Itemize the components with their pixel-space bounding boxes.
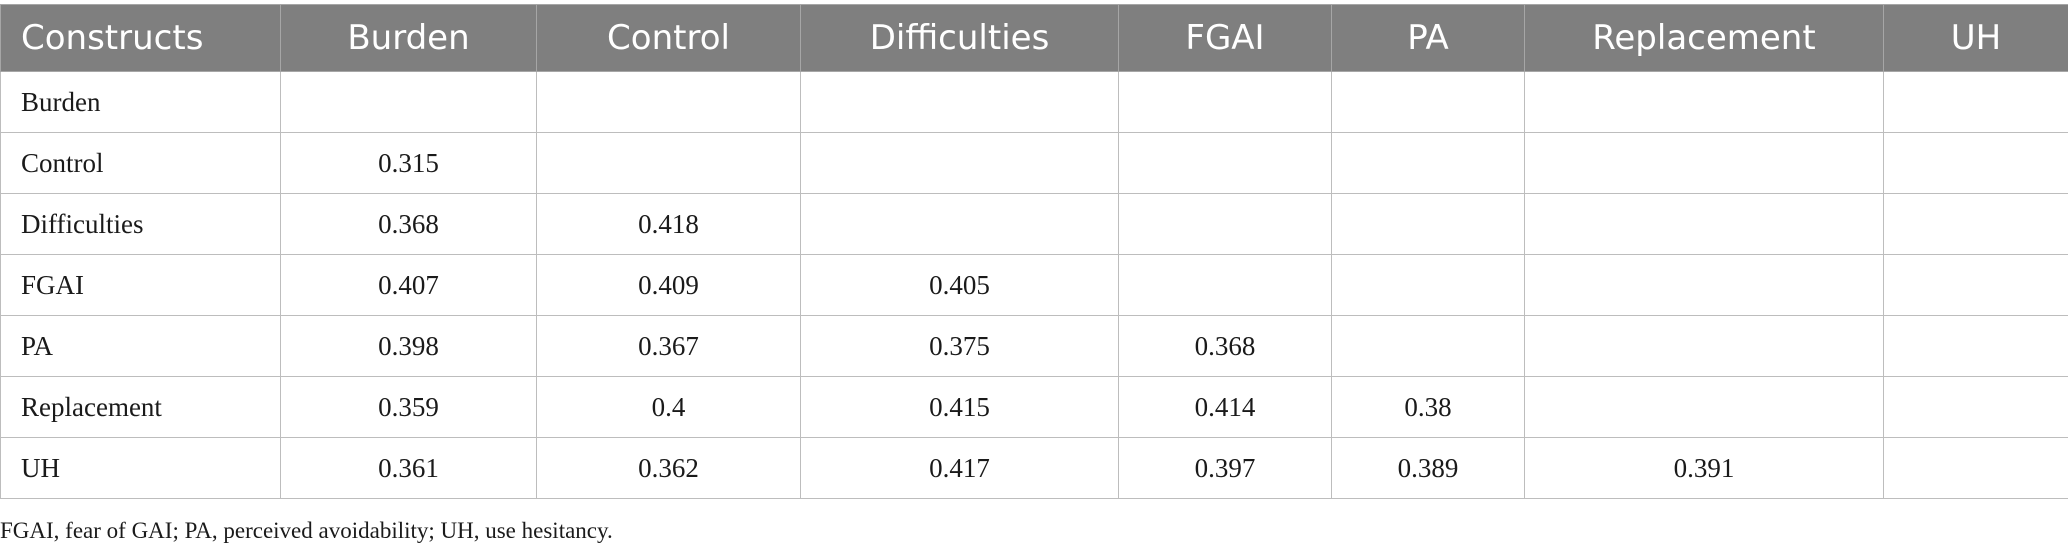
table-row: Replacement 0.359 0.4 0.415 0.414 0.38 [0,376,2068,438]
value-cell: 0.368 [280,193,537,255]
value-cell: 0.415 [800,376,1119,438]
value-cell: 0.375 [800,315,1119,377]
header-cell-control: Control [536,4,801,72]
value-cell [1331,254,1525,316]
value-cell: 0.418 [536,193,801,255]
value-cell [800,71,1119,133]
value-cell: 0.367 [536,315,801,377]
table-row: Control 0.315 [0,132,2068,194]
row-label-cell: UH [0,437,281,499]
value-cell [1883,254,2068,316]
value-cell [1524,315,1884,377]
value-cell: 0.361 [280,437,537,499]
table-body: Burden Control 0.315 Difficulties 0.368 0.418… [0,71,2068,499]
value-cell [800,193,1119,255]
table-row: Difficulties 0.368 0.418 [0,193,2068,255]
row-label-cell: Difficulties [0,193,281,255]
row-label-cell: Replacement [0,376,281,438]
value-cell: 0.417 [800,437,1119,499]
value-cell [800,132,1119,194]
table-header: Constructs Burden Control Difficulties F… [0,4,2068,72]
value-cell [1331,132,1525,194]
header-cell-pa: PA [1331,4,1525,72]
value-cell [1524,376,1884,438]
value-cell [1883,376,2068,438]
value-cell: 0.359 [280,376,537,438]
header-row: Constructs Burden Control Difficulties F… [0,4,2068,72]
value-cell: 0.405 [800,254,1119,316]
value-cell [536,71,801,133]
row-label-cell: FGAI [0,254,281,316]
value-cell [1524,193,1884,255]
value-cell [536,132,801,194]
value-cell [1331,71,1525,133]
header-cell-uh: UH [1883,4,2068,72]
value-cell: 0.368 [1118,315,1332,377]
row-label-cell: PA [0,315,281,377]
value-cell [1524,254,1884,316]
value-cell [1883,71,2068,133]
value-cell [1331,193,1525,255]
value-cell [1331,315,1525,377]
value-cell: 0.397 [1118,437,1332,499]
table-row: PA 0.398 0.367 0.375 0.368 [0,315,2068,377]
value-cell: 0.315 [280,132,537,194]
value-cell [1118,254,1332,316]
header-cell-burden: Burden [280,4,537,72]
value-cell [1883,193,2068,255]
table-row: FGAI 0.407 0.409 0.405 [0,254,2068,316]
table-footnote: FGAI, fear of GAI; PA, perceived avoidab… [0,518,613,543]
value-cell [1118,193,1332,255]
value-cell: 0.398 [280,315,537,377]
value-cell [1118,132,1332,194]
value-cell: 0.414 [1118,376,1332,438]
value-cell: 0.362 [536,437,801,499]
value-cell: 0.407 [280,254,537,316]
value-cell [1524,132,1884,194]
row-label-cell: Control [0,132,281,194]
value-cell: 0.38 [1331,376,1525,438]
value-cell [1883,315,2068,377]
value-cell: 0.391 [1524,437,1884,499]
value-cell [1883,132,2068,194]
header-cell-difficulties: Difficulties [800,4,1119,72]
value-cell [280,71,537,133]
value-cell: 0.409 [536,254,801,316]
table-row: Burden [0,71,2068,133]
table-row: UH 0.361 0.362 0.417 0.397 0.389 0.391 [0,437,2068,499]
value-cell [1524,71,1884,133]
header-cell-replacement: Replacement [1524,4,1884,72]
value-cell [1118,71,1332,133]
header-cell-fgai: FGAI [1118,4,1332,72]
header-cell-constructs: Constructs [0,4,281,72]
row-label-cell: Burden [0,71,281,133]
value-cell [1883,437,2068,499]
correlation-table-container: Constructs Burden Control Difficulties F… [0,4,2068,499]
correlation-table: Constructs Burden Control Difficulties F… [0,4,2068,499]
value-cell: 0.4 [536,376,801,438]
value-cell: 0.389 [1331,437,1525,499]
